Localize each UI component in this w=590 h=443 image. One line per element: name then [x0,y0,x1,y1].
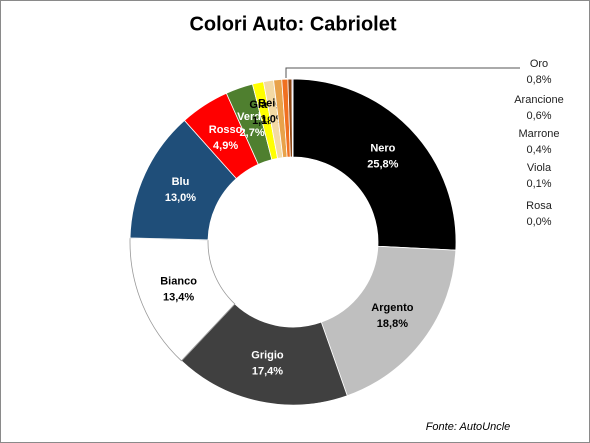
outside-value-label: 0,4% [526,144,551,156]
slice-label: Argento [371,302,413,314]
slice-value-label: 2,7% [240,127,265,139]
slice-label: Grigio [251,349,284,361]
slice-value-label: 13,0% [165,192,196,204]
outside-label: Viola [527,162,552,174]
slice-label: Verde [237,111,267,123]
chart-title: Colori Auto: Cabriolet [189,13,396,35]
slice-value-label: 18,8% [377,318,408,330]
slice-value-label: 4,9% [213,140,238,152]
leader-line [285,67,520,78]
slice-value-label: 17,4% [252,365,283,377]
outside-label: Rosa [526,200,553,212]
slice-label: Bianco [160,276,197,288]
outside-value-label: 0,1% [526,178,551,190]
outside-value-label: 0,0% [526,216,551,228]
outside-label: Oro [530,58,548,70]
source: Fonte: AutoUncle [426,421,511,433]
slice-label: Blu [172,176,190,188]
donut-slice [320,245,457,397]
slice-label: Nero [370,142,395,154]
donut-slice [292,78,457,251]
outside-label: Marrone [519,128,560,140]
outside-value-label: 0,8% [526,74,551,86]
slice-label: Rosso [209,124,243,136]
outside-value-label: 0,6% [526,110,551,122]
slice-value-label: 25,8% [367,158,398,170]
slice-value-label: 13,4% [163,292,194,304]
outside-label: Arancione [514,94,564,106]
